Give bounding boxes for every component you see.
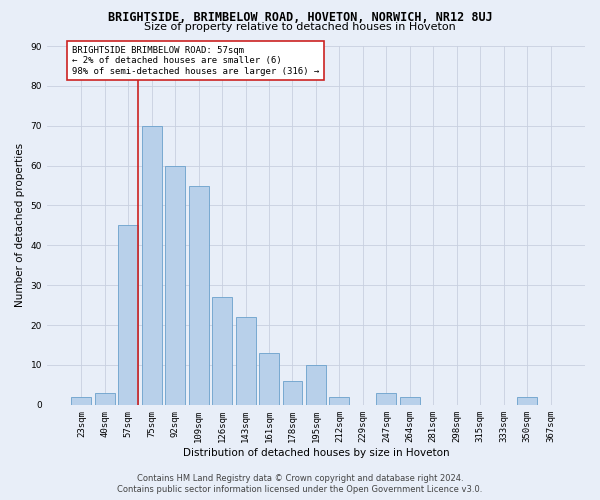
Bar	[142, 126, 162, 405]
Bar	[376, 393, 397, 405]
Bar	[236, 317, 256, 405]
Bar	[306, 365, 326, 405]
Bar	[329, 397, 349, 405]
Text: Contains HM Land Registry data © Crown copyright and database right 2024.
Contai: Contains HM Land Registry data © Crown c…	[118, 474, 482, 494]
Bar	[517, 397, 537, 405]
Text: Size of property relative to detached houses in Hoveton: Size of property relative to detached ho…	[144, 22, 456, 32]
Bar	[400, 397, 420, 405]
Bar	[188, 186, 209, 405]
Bar	[212, 297, 232, 405]
Y-axis label: Number of detached properties: Number of detached properties	[15, 144, 25, 308]
Bar	[95, 393, 115, 405]
Bar	[118, 226, 138, 405]
Bar	[283, 381, 302, 405]
Text: BRIGHTSIDE, BRIMBELOW ROAD, HOVETON, NORWICH, NR12 8UJ: BRIGHTSIDE, BRIMBELOW ROAD, HOVETON, NOR…	[107, 11, 493, 24]
Bar	[259, 353, 279, 405]
Bar	[71, 397, 91, 405]
Text: BRIGHTSIDE BRIMBELOW ROAD: 57sqm
← 2% of detached houses are smaller (6)
98% of : BRIGHTSIDE BRIMBELOW ROAD: 57sqm ← 2% of…	[72, 46, 319, 76]
X-axis label: Distribution of detached houses by size in Hoveton: Distribution of detached houses by size …	[182, 448, 449, 458]
Bar	[165, 166, 185, 405]
